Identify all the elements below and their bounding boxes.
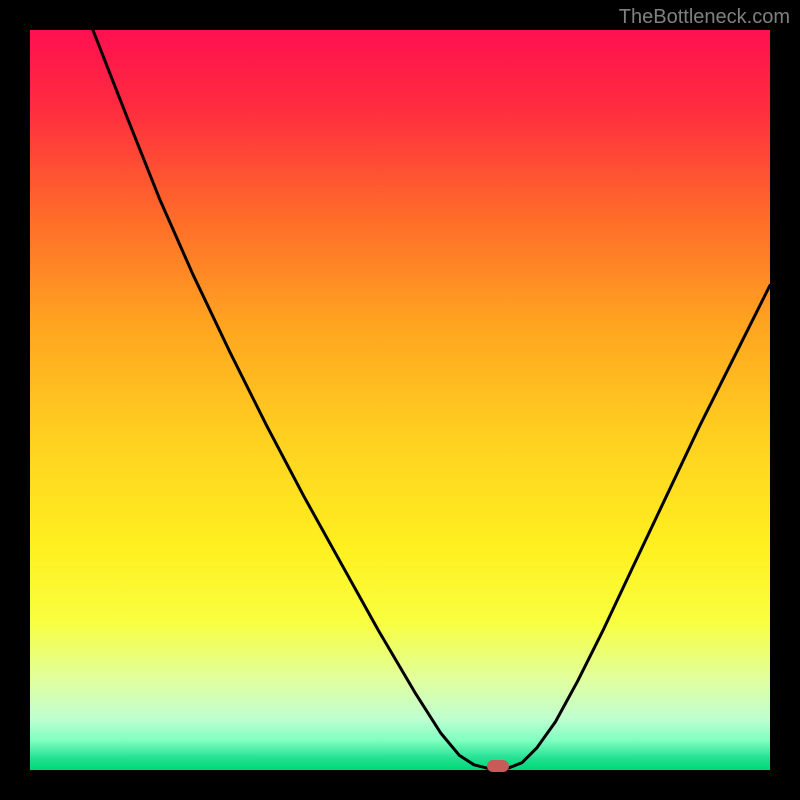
- watermark-text: TheBottleneck.com: [619, 6, 790, 29]
- curve-line: [30, 30, 770, 770]
- plot-area: [30, 30, 770, 770]
- optimum-marker: [487, 760, 509, 772]
